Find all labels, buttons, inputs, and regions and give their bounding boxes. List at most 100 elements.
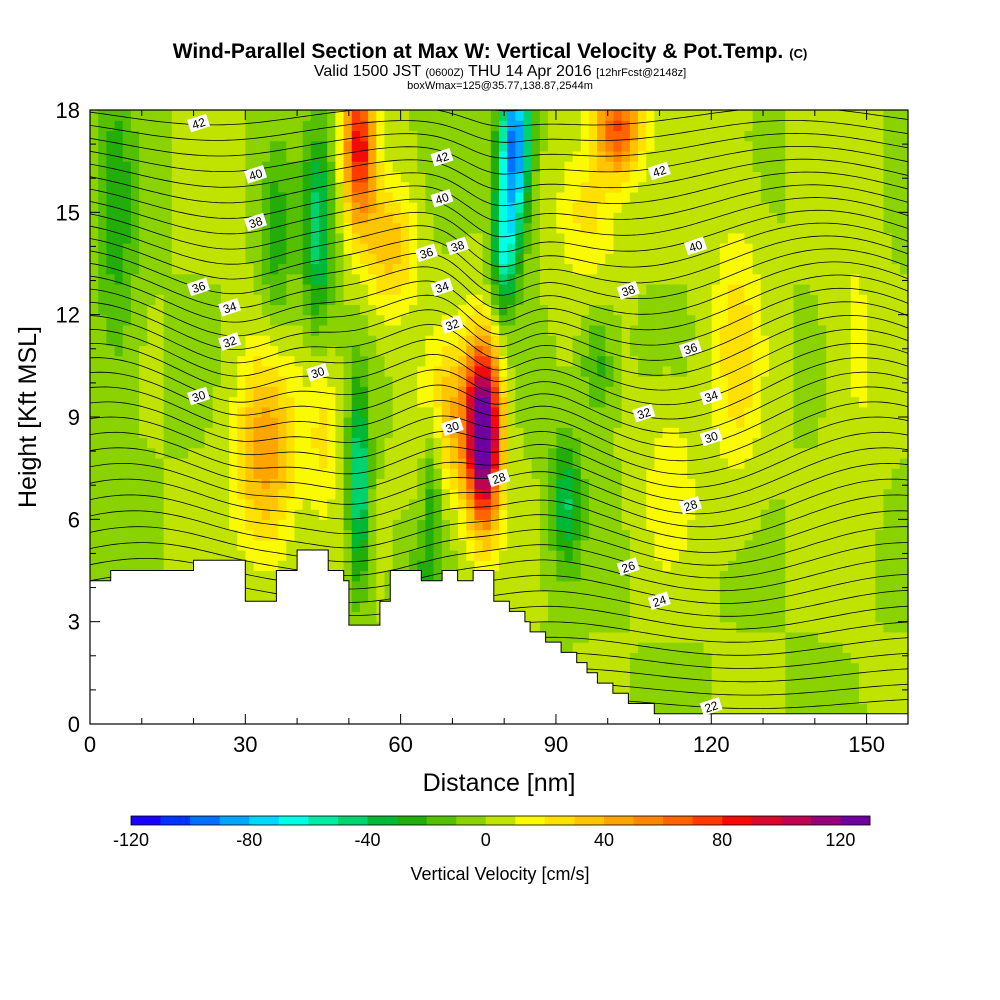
w-cell (695, 294, 705, 306)
w-cell (507, 498, 516, 510)
w-cell (229, 212, 238, 224)
w-cell (719, 631, 729, 643)
w-cell (368, 529, 377, 541)
w-cell (703, 652, 713, 664)
w-cell (147, 457, 157, 469)
w-cell (638, 355, 647, 367)
w-cell (351, 550, 361, 561)
w-cell (253, 560, 263, 572)
w-cell (638, 621, 647, 633)
w-cell (327, 376, 336, 387)
w-cell (90, 417, 99, 428)
w-cell (351, 263, 361, 275)
w-cell (98, 191, 107, 203)
w-cell (441, 171, 451, 183)
w-cell (400, 161, 410, 172)
w-cell (752, 376, 762, 387)
w-cell (294, 150, 304, 162)
w-cell (646, 652, 656, 664)
w-cell (744, 550, 754, 561)
w-cell (425, 140, 435, 152)
w-cell (130, 539, 140, 551)
w-cell (646, 601, 656, 613)
w-cell (588, 345, 598, 357)
w-cell (760, 570, 770, 582)
w-cell (507, 550, 516, 561)
w-cell (515, 386, 525, 398)
w-cell (736, 304, 745, 316)
w-cell (237, 304, 247, 316)
w-cell (736, 396, 745, 408)
w-cell (629, 222, 639, 234)
w-cell (130, 243, 140, 254)
w-cell (368, 437, 377, 449)
w-cell (155, 314, 165, 326)
w-cell (351, 601, 361, 613)
w-cell (654, 212, 664, 224)
w-cell (196, 263, 206, 275)
w-cell (556, 202, 566, 213)
w-cell (605, 457, 615, 469)
w-cell (98, 181, 107, 193)
w-cell (237, 140, 247, 152)
w-cell (711, 437, 721, 449)
w-cell (744, 222, 754, 234)
w-cell (605, 662, 615, 674)
w-cell (613, 273, 623, 285)
w-cell (155, 355, 165, 367)
w-cell (474, 120, 484, 132)
w-cell (695, 386, 705, 398)
w-cell (531, 396, 541, 408)
w-cell (646, 150, 656, 162)
w-cell (335, 191, 345, 203)
w-cell (253, 120, 263, 132)
w-cell (278, 437, 287, 449)
w-cell (572, 468, 582, 479)
w-cell (539, 427, 549, 439)
w-cell (212, 263, 222, 275)
w-cell (678, 580, 688, 592)
w-cell (188, 376, 197, 387)
w-cell (425, 283, 435, 295)
w-cell (646, 417, 656, 428)
w-cell (588, 324, 598, 336)
w-cell (588, 621, 598, 633)
w-cell (376, 294, 386, 306)
w-cell (490, 447, 500, 459)
w-cell (728, 181, 737, 193)
w-cell (572, 365, 582, 377)
w-cell (752, 345, 762, 357)
w-cell (139, 468, 148, 479)
w-cell (106, 243, 116, 254)
w-cell (564, 396, 574, 408)
w-cell (351, 181, 361, 193)
w-cell (613, 550, 623, 561)
w-cell (662, 396, 672, 408)
w-cell (515, 212, 525, 224)
w-cell (188, 212, 197, 224)
w-cell (621, 417, 631, 428)
w-cell (220, 509, 230, 520)
w-cell (286, 417, 296, 428)
w-cell (433, 396, 443, 408)
w-cell (531, 550, 541, 561)
w-cell (515, 447, 525, 459)
w-cell (220, 519, 230, 531)
w-cell (368, 294, 377, 306)
w-cell (711, 376, 721, 387)
w-cell (687, 468, 696, 479)
w-cell (163, 498, 173, 510)
w-cell (286, 212, 296, 224)
w-cell (613, 232, 623, 244)
w-cell (678, 253, 688, 265)
w-cell (130, 273, 140, 285)
w-cell (179, 314, 189, 326)
w-cell (638, 376, 647, 387)
w-cell (621, 324, 631, 336)
w-cell (122, 355, 132, 367)
w-cell (179, 406, 189, 418)
w-cell (245, 365, 255, 377)
w-cell (588, 161, 598, 172)
w-cell (760, 294, 770, 306)
w-cell (523, 457, 533, 469)
